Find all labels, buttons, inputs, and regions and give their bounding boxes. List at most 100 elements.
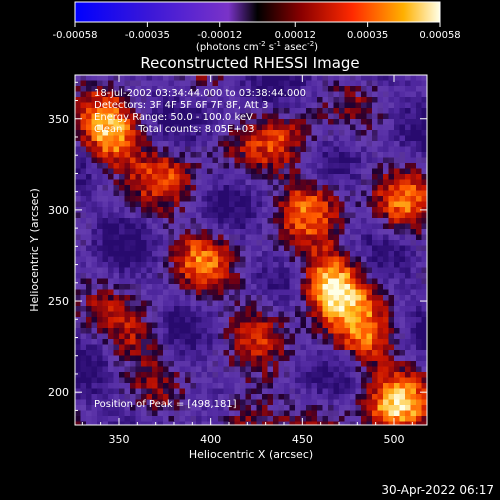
heatmap-cell	[223, 174, 230, 180]
heatmap-cell	[267, 405, 274, 411]
heatmap-cell	[229, 377, 235, 384]
heatmap-cell	[102, 157, 109, 164]
heatmap-cell	[372, 361, 378, 367]
heatmap-cell	[80, 278, 87, 285]
heatmap-cell	[223, 75, 230, 81]
heatmap-cell	[355, 229, 362, 235]
heatmap-cell	[113, 333, 120, 340]
heatmap-cell	[295, 201, 301, 208]
heatmap-cell	[223, 245, 230, 252]
heatmap-cell	[311, 361, 318, 367]
heatmap-cell	[135, 306, 142, 312]
heatmap-cell	[295, 289, 301, 296]
heatmap-cell	[91, 212, 98, 219]
heatmap-cell	[130, 361, 136, 367]
heatmap-cell	[185, 300, 191, 307]
heatmap-cell	[119, 130, 125, 136]
heatmap-cell	[141, 339, 147, 345]
heatmap-cell	[267, 157, 274, 164]
heatmap-cell	[361, 97, 367, 103]
heatmap-cell	[207, 361, 213, 367]
heatmap-cell	[350, 113, 356, 120]
heatmap-cell	[108, 267, 114, 274]
heatmap-cell	[179, 163, 186, 169]
heatmap-cell	[262, 152, 268, 158]
heatmap-cell	[113, 245, 120, 252]
heatmap-cell	[102, 113, 109, 120]
heatmap-cell	[91, 377, 98, 384]
heatmap-cell	[333, 179, 340, 186]
heatmap-cell	[410, 311, 417, 318]
heatmap-cell	[152, 284, 158, 290]
heatmap-cell	[185, 399, 191, 406]
heatmap-cell	[394, 311, 400, 318]
heatmap-cell	[300, 377, 307, 384]
heatmap-cell	[80, 130, 87, 136]
heatmap-cell	[234, 322, 241, 329]
heatmap-cell	[119, 416, 125, 422]
heatmap-cell	[124, 383, 131, 389]
heatmap-cell	[135, 108, 142, 114]
heatmap-cell	[410, 229, 417, 235]
heatmap-cell	[361, 410, 367, 417]
heatmap-cell	[141, 86, 147, 92]
heatmap-cell	[306, 361, 312, 367]
heatmap-cell	[124, 416, 131, 422]
heatmap-cell	[333, 212, 340, 219]
heatmap-cell	[410, 119, 417, 125]
heatmap-cell	[295, 322, 301, 329]
heatmap-cell	[119, 366, 125, 373]
heatmap-cell	[322, 163, 329, 169]
heatmap-cell	[135, 295, 142, 301]
heatmap-cell	[135, 322, 142, 329]
heatmap-cell	[317, 141, 323, 147]
heatmap-cell	[328, 168, 334, 175]
heatmap-cell	[267, 339, 274, 345]
heatmap-cell	[361, 152, 367, 158]
heatmap-cell	[75, 273, 81, 279]
heatmap-cell	[394, 157, 400, 164]
heatmap-cell	[97, 344, 103, 351]
heatmap-cell	[284, 350, 290, 356]
heatmap-cell	[421, 289, 428, 296]
heatmap-cell	[157, 256, 164, 263]
heatmap-cell	[416, 163, 422, 169]
heatmap-cell	[234, 124, 241, 131]
heatmap-cell	[317, 218, 323, 224]
heatmap-cell	[240, 361, 246, 367]
heatmap-cell	[86, 229, 92, 235]
heatmap-cell	[168, 174, 175, 180]
heatmap-cell	[289, 229, 296, 235]
heatmap-cell	[333, 366, 340, 373]
heatmap-cell	[377, 141, 384, 147]
heatmap-cell	[300, 168, 307, 175]
heatmap-cell	[344, 190, 351, 197]
heatmap-cell	[102, 328, 109, 334]
heatmap-cell	[102, 295, 109, 301]
heatmap-cell	[201, 152, 208, 158]
heatmap-cell	[333, 256, 340, 263]
heatmap-cell	[245, 361, 252, 367]
heatmap-cell	[273, 108, 279, 114]
heatmap-cell	[267, 234, 274, 241]
heatmap-cell	[311, 256, 318, 263]
heatmap-cell	[168, 421, 175, 426]
heatmap-cell	[179, 383, 186, 389]
heatmap-cell	[141, 355, 147, 362]
heatmap-cell	[273, 410, 279, 417]
heatmap-cell	[300, 300, 307, 307]
heatmap-cell	[311, 350, 318, 356]
heatmap-cell	[240, 146, 246, 153]
heatmap-cell	[251, 119, 257, 125]
heatmap-cell	[300, 201, 307, 208]
heatmap-cell	[399, 212, 406, 219]
heatmap-cell	[410, 339, 417, 345]
heatmap-cell	[366, 80, 373, 87]
heatmap-cell	[350, 339, 356, 345]
heatmap-cell	[372, 141, 378, 147]
heatmap-cell	[317, 152, 323, 158]
heatmap-cell	[289, 372, 296, 378]
heatmap-cell	[383, 185, 389, 191]
heatmap-cell	[289, 75, 296, 81]
heatmap-cell	[394, 179, 400, 186]
